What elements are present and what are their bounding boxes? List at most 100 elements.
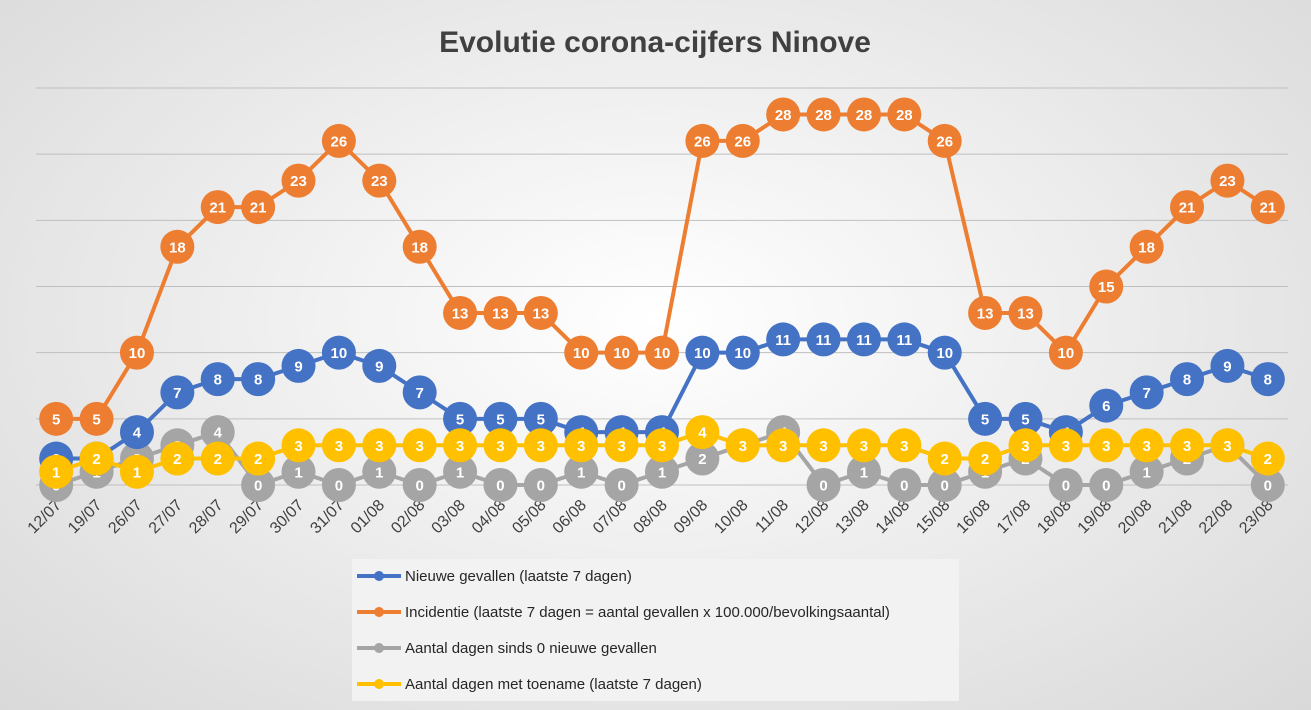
data-point bbox=[241, 441, 276, 476]
x-tick-label: 17/08 bbox=[994, 497, 1034, 537]
data-label: 10 bbox=[1058, 345, 1075, 362]
data-label: 3 bbox=[1142, 438, 1150, 455]
data-point bbox=[846, 454, 881, 489]
data-point bbox=[1008, 295, 1043, 330]
data-point bbox=[200, 441, 235, 476]
legend-entry: Nieuwe gevallen (laatste 7 dagen) bbox=[357, 568, 632, 585]
data-label: 0 bbox=[254, 478, 262, 495]
x-tick-label: 18/08 bbox=[1034, 497, 1074, 537]
data-point bbox=[483, 295, 518, 330]
data-label: 0 bbox=[537, 478, 545, 495]
data-point bbox=[119, 454, 154, 489]
legend-label: Aantal dagen sinds 0 nieuwe gevallen bbox=[405, 640, 657, 657]
data-label: 3 bbox=[860, 438, 868, 455]
data-point bbox=[1129, 428, 1164, 463]
data-label: 3 bbox=[294, 438, 302, 455]
data-point bbox=[1210, 428, 1245, 463]
data-label: 10 bbox=[654, 345, 671, 362]
data-label: 4 bbox=[698, 425, 707, 442]
data-label: 0 bbox=[335, 478, 343, 495]
data-label: 28 bbox=[896, 107, 913, 124]
data-point bbox=[1089, 468, 1124, 502]
x-tick-label: 01/08 bbox=[348, 497, 388, 537]
x-tick-label: 29/07 bbox=[227, 497, 267, 537]
data-point bbox=[887, 428, 922, 463]
data-label: 6 bbox=[1102, 398, 1110, 415]
data-label: 8 bbox=[1264, 372, 1272, 389]
data-label: 18 bbox=[1138, 239, 1155, 256]
data-point bbox=[362, 428, 397, 463]
data-point bbox=[160, 441, 195, 476]
data-label: 3 bbox=[416, 438, 424, 455]
data-label: 5 bbox=[52, 411, 60, 428]
data-label: 11 bbox=[775, 332, 791, 349]
x-tick-label: 19/07 bbox=[65, 497, 105, 537]
data-label: 3 bbox=[577, 438, 585, 455]
data-point bbox=[766, 322, 801, 357]
data-point bbox=[483, 468, 518, 502]
data-point bbox=[39, 401, 74, 436]
data-label: 3 bbox=[537, 438, 545, 455]
data-point bbox=[200, 415, 235, 450]
x-tick-label: 03/08 bbox=[429, 497, 469, 537]
data-label: 21 bbox=[1259, 200, 1276, 217]
data-point bbox=[1250, 190, 1285, 225]
data-label: 2 bbox=[173, 451, 181, 468]
data-point bbox=[685, 441, 720, 476]
data-point bbox=[241, 468, 276, 502]
data-label: 10 bbox=[694, 345, 711, 362]
data-point bbox=[725, 428, 760, 463]
data-label: 10 bbox=[936, 345, 953, 362]
data-label: 4 bbox=[133, 425, 142, 442]
data-label: 3 bbox=[335, 438, 343, 455]
series-layer: 0123401010100101234010012001230224788910… bbox=[39, 97, 1285, 502]
chart-title: Evolutie corona-cijfers Ninove bbox=[439, 26, 871, 59]
data-label: 0 bbox=[900, 478, 908, 495]
data-label: 2 bbox=[981, 451, 989, 468]
data-point bbox=[887, 468, 922, 502]
data-point bbox=[766, 428, 801, 463]
legend-label: Aantal dagen met toename (laatste 7 dage… bbox=[405, 676, 702, 693]
data-label: 26 bbox=[734, 133, 751, 150]
data-label: 5 bbox=[456, 411, 464, 428]
legend-entry: Aantal dagen sinds 0 nieuwe gevallen bbox=[357, 640, 657, 657]
data-label: 13 bbox=[977, 305, 994, 322]
data-label: 3 bbox=[1102, 438, 1110, 455]
x-tick-label: 12/07 bbox=[25, 497, 65, 537]
data-label: 8 bbox=[1183, 372, 1191, 389]
x-tick-label: 27/07 bbox=[146, 497, 186, 537]
data-label: 23 bbox=[371, 173, 388, 190]
data-label: 3 bbox=[456, 438, 464, 455]
data-point bbox=[1250, 468, 1285, 502]
data-label: 9 bbox=[375, 358, 383, 375]
data-point bbox=[1008, 401, 1043, 436]
data-label: 10 bbox=[129, 345, 146, 362]
data-point bbox=[806, 97, 841, 132]
legend-marker bbox=[374, 607, 384, 617]
data-point bbox=[968, 295, 1003, 330]
data-point bbox=[321, 428, 356, 463]
data-point bbox=[846, 428, 881, 463]
data-point bbox=[281, 163, 316, 198]
data-point bbox=[362, 348, 397, 383]
data-point bbox=[968, 401, 1003, 436]
legend-box bbox=[352, 559, 959, 701]
data-point bbox=[846, 97, 881, 132]
x-tick-label: 02/08 bbox=[388, 497, 428, 537]
x-tick-label: 11/08 bbox=[752, 497, 792, 537]
data-point bbox=[483, 401, 518, 436]
data-point bbox=[1089, 388, 1124, 423]
x-tick-label: 09/08 bbox=[671, 497, 711, 537]
data-label: 1 bbox=[860, 464, 868, 481]
x-tick-label: 13/08 bbox=[832, 497, 872, 537]
data-label: 13 bbox=[452, 305, 469, 322]
data-point bbox=[523, 428, 558, 463]
data-point bbox=[1008, 428, 1043, 463]
data-label: 3 bbox=[1062, 438, 1070, 455]
data-point bbox=[725, 335, 760, 370]
data-point bbox=[1129, 229, 1164, 264]
data-label: 3 bbox=[617, 438, 625, 455]
data-point bbox=[968, 441, 1003, 476]
